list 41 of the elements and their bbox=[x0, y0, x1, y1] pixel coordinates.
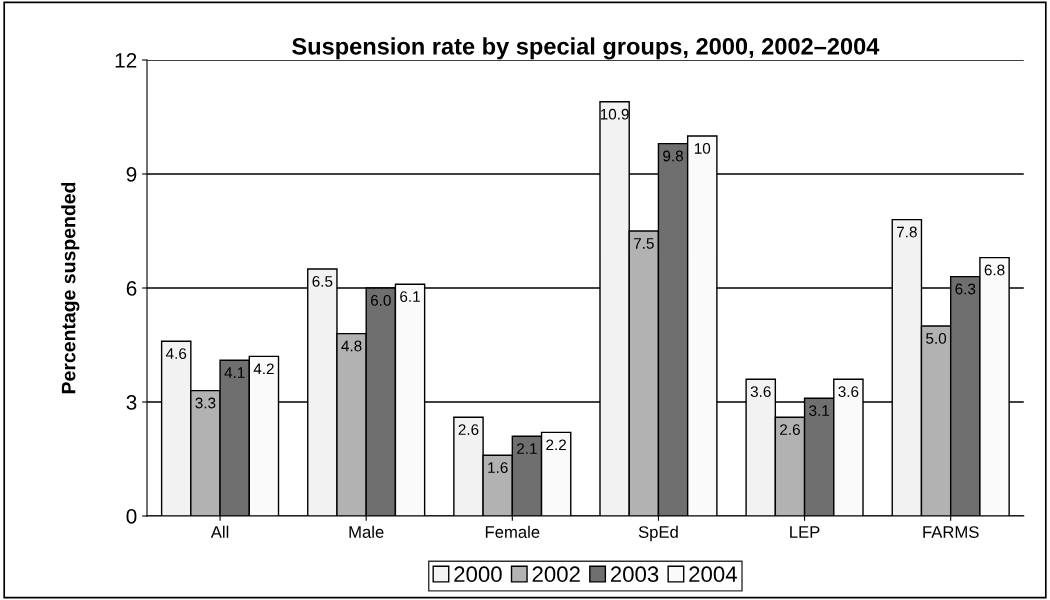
y-tick-label: 3 bbox=[126, 395, 137, 410]
data-label: 2.6 bbox=[458, 424, 479, 436]
data-label: 7.5 bbox=[633, 238, 654, 249]
data-label: 2.6 bbox=[780, 424, 800, 436]
data-label: 3.6 bbox=[838, 386, 859, 398]
x-tick-label: LEP bbox=[790, 526, 820, 538]
y-tick-label: 6 bbox=[126, 281, 137, 296]
data-label: 5.0 bbox=[926, 333, 947, 344]
data-label: 4.1 bbox=[224, 367, 245, 378]
data-label: 6.1 bbox=[400, 291, 420, 303]
y-tick-label: 12 bbox=[115, 53, 137, 68]
data-label: 10.9 bbox=[600, 108, 629, 120]
data-label: 1.6 bbox=[488, 462, 508, 474]
data-label: 4.2 bbox=[253, 363, 274, 375]
y-tick-label: 9 bbox=[126, 167, 137, 182]
data-label: 6.0 bbox=[370, 295, 391, 306]
data-label: 2.1 bbox=[517, 443, 537, 454]
chart-title: Suspension rate by special groups, 2000, 2002–2004 bbox=[292, 37, 880, 60]
legend-label: 2002 bbox=[532, 566, 580, 583]
x-tick-label: All bbox=[210, 525, 229, 538]
data-label: 3.1 bbox=[809, 405, 830, 417]
data-label: 6.8 bbox=[984, 264, 1005, 276]
data-label: 4.8 bbox=[341, 340, 362, 352]
data-label: 6.3 bbox=[955, 283, 976, 295]
legend-label: 2000 bbox=[454, 566, 502, 583]
x-tick-label: Male bbox=[349, 525, 384, 538]
data-label: 6.5 bbox=[312, 276, 333, 287]
legend-label: 2003 bbox=[610, 566, 659, 583]
data-label: 9.8 bbox=[663, 150, 684, 162]
data-label: 3.3 bbox=[195, 397, 216, 409]
x-tick-label: FARMS bbox=[923, 526, 979, 538]
y-tick-label: 0 bbox=[126, 509, 137, 524]
x-tick-label: SpEd bbox=[638, 525, 678, 542]
legend-label: 2004 bbox=[689, 566, 737, 583]
data-label: 10 bbox=[694, 143, 711, 154]
y-axis-title: Percentage suspended bbox=[61, 182, 80, 394]
data-label: 7.8 bbox=[897, 226, 917, 238]
data-label: 3.6 bbox=[750, 386, 771, 398]
data-label: 4.6 bbox=[165, 348, 187, 360]
data-label: 2.2 bbox=[546, 439, 566, 451]
x-tick-label: Female bbox=[485, 525, 540, 538]
